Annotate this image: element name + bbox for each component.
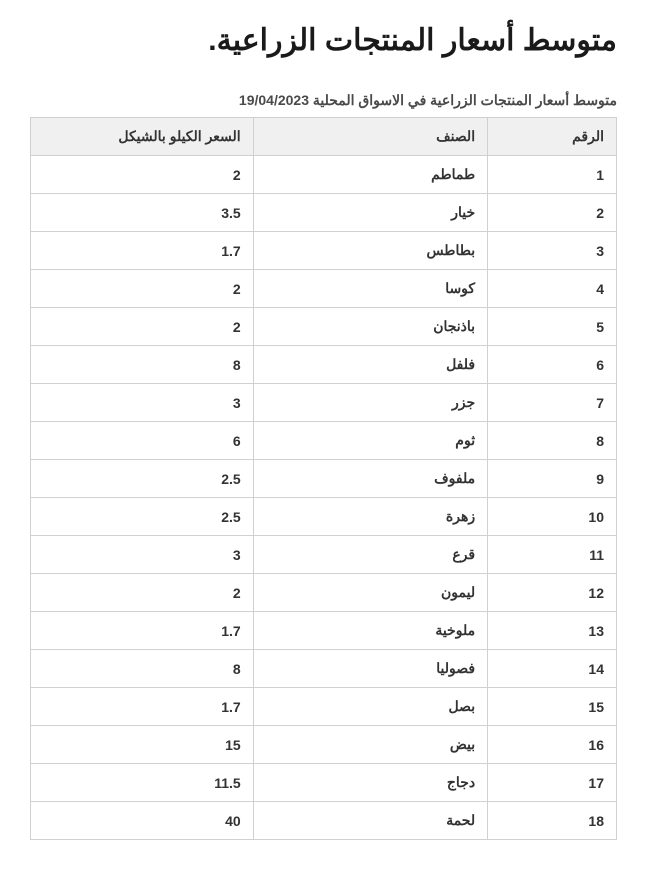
cell-item: ثوم [253,422,487,460]
cell-price: 2 [31,574,254,612]
cell-item: خيار [253,194,487,232]
cell-item: زهرة [253,498,487,536]
cell-number: 10 [488,498,617,536]
cell-price: 1.7 [31,688,254,726]
cell-item: ليمون [253,574,487,612]
subtitle: متوسط أسعار المنتجات الزراعية في الاسواق… [30,92,617,109]
cell-number: 2 [488,194,617,232]
cell-item: لحمة [253,802,487,840]
cell-number: 16 [488,726,617,764]
cell-number: 4 [488,270,617,308]
table-row: 8ثوم6 [31,422,617,460]
table-row: 16بيض15 [31,726,617,764]
cell-item: جزر [253,384,487,422]
cell-item: ملفوف [253,460,487,498]
table-row: 5باذنجان2 [31,308,617,346]
cell-item: بطاطس [253,232,487,270]
cell-price: 3 [31,384,254,422]
table-row: 1طماطم2 [31,156,617,194]
cell-item: دجاج [253,764,487,802]
cell-number: 8 [488,422,617,460]
cell-price: 2.5 [31,460,254,498]
table-row: 6فلفل8 [31,346,617,384]
cell-item: بيض [253,726,487,764]
cell-number: 12 [488,574,617,612]
cell-price: 1.7 [31,612,254,650]
table-row: 14فصوليا8 [31,650,617,688]
table-row: 15بصل1.7 [31,688,617,726]
cell-item: قرع [253,536,487,574]
table-row: 9ملفوف2.5 [31,460,617,498]
cell-item: كوسا [253,270,487,308]
header-price: السعر الكيلو بالشيكل [31,118,254,156]
cell-price: 6 [31,422,254,460]
cell-price: 8 [31,346,254,384]
cell-price: 2 [31,270,254,308]
cell-item: طماطم [253,156,487,194]
cell-price: 1.7 [31,232,254,270]
cell-item: ملوخية [253,612,487,650]
cell-price: 40 [31,802,254,840]
cell-item: بصل [253,688,487,726]
cell-number: 6 [488,346,617,384]
table-row: 7جزر3 [31,384,617,422]
cell-number: 3 [488,232,617,270]
cell-price: 2 [31,308,254,346]
cell-price: 2 [31,156,254,194]
cell-price: 8 [31,650,254,688]
cell-price: 2.5 [31,498,254,536]
table-row: 2خيار3.5 [31,194,617,232]
header-number: الرقم [488,118,617,156]
table-row: 12ليمون2 [31,574,617,612]
table-row: 13ملوخية1.7 [31,612,617,650]
table-row: 17دجاج11.5 [31,764,617,802]
table-row: 11قرع3 [31,536,617,574]
cell-number: 18 [488,802,617,840]
table-header-row: الرقم الصنف السعر الكيلو بالشيكل [31,118,617,156]
cell-price: 15 [31,726,254,764]
cell-price: 11.5 [31,764,254,802]
cell-price: 3.5 [31,194,254,232]
cell-number: 7 [488,384,617,422]
cell-number: 14 [488,650,617,688]
prices-table: الرقم الصنف السعر الكيلو بالشيكل 1طماطم2… [30,117,617,840]
table-row: 4كوسا2 [31,270,617,308]
cell-number: 1 [488,156,617,194]
cell-number: 13 [488,612,617,650]
cell-number: 17 [488,764,617,802]
cell-item: فلفل [253,346,487,384]
cell-number: 9 [488,460,617,498]
table-row: 18لحمة40 [31,802,617,840]
table-body: 1طماطم22خيار3.53بطاطس1.74كوسا25باذنجان26… [31,156,617,840]
cell-item: فصوليا [253,650,487,688]
cell-number: 15 [488,688,617,726]
table-row: 3بطاطس1.7 [31,232,617,270]
page-title: متوسط أسعار المنتجات الزراعية. [30,20,617,62]
cell-price: 3 [31,536,254,574]
cell-item: باذنجان [253,308,487,346]
table-row: 10زهرة2.5 [31,498,617,536]
cell-number: 5 [488,308,617,346]
header-item: الصنف [253,118,487,156]
cell-number: 11 [488,536,617,574]
